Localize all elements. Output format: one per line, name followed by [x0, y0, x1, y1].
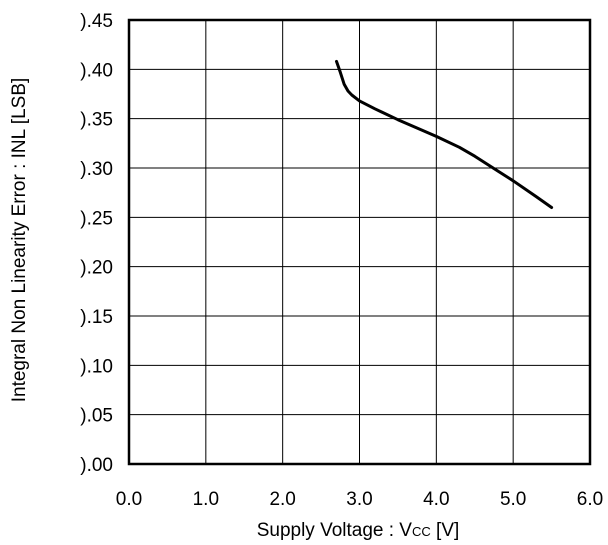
x-axis-label-main: Supply Voltage : V — [257, 520, 413, 541]
y-tick-label: ).25 — [80, 208, 113, 229]
x-tick-label: 0.0 — [116, 489, 142, 510]
x-tick-labels: 0.0 1.0 2.0 3.0 4.0 5.0 6.0 — [116, 489, 603, 510]
y-tick-label: ).05 — [80, 406, 113, 427]
x-tick-label: 3.0 — [346, 489, 372, 510]
x-tick-label: 4.0 — [423, 489, 449, 510]
x-tick-label: 1.0 — [193, 489, 219, 510]
x-tick-label: 2.0 — [269, 489, 295, 510]
y-tick-label: ).20 — [80, 258, 113, 279]
series-group — [337, 61, 552, 207]
y-tick-label: ).30 — [80, 159, 113, 180]
x-axis-label: Supply Voltage : VCC [V] — [257, 520, 460, 541]
y-tick-label: ).45 — [80, 11, 113, 32]
x-tick-label: 6.0 — [577, 489, 603, 510]
x-tick-label: 5.0 — [500, 489, 526, 510]
y-tick-label: ).15 — [80, 307, 113, 328]
y-tick-label: ).35 — [80, 110, 113, 131]
x-axis-label-unit: [V] — [431, 520, 460, 541]
y-axis-label: Integral Non Linearity Error : INL [LSB] — [9, 78, 30, 403]
y-tick-label: ).10 — [80, 356, 113, 377]
y-tick-label: ).40 — [80, 60, 113, 81]
y-tick-labels: ).00 ).05 ).10 ).15 ).20 ).25 ).30 ).35 ).40 ).45 — [80, 11, 113, 476]
grid-lines — [129, 20, 590, 464]
y-tick-label: ).00 — [80, 455, 113, 476]
x-axis-label-subscript: CC — [412, 524, 431, 539]
inl-series-line — [337, 61, 552, 207]
